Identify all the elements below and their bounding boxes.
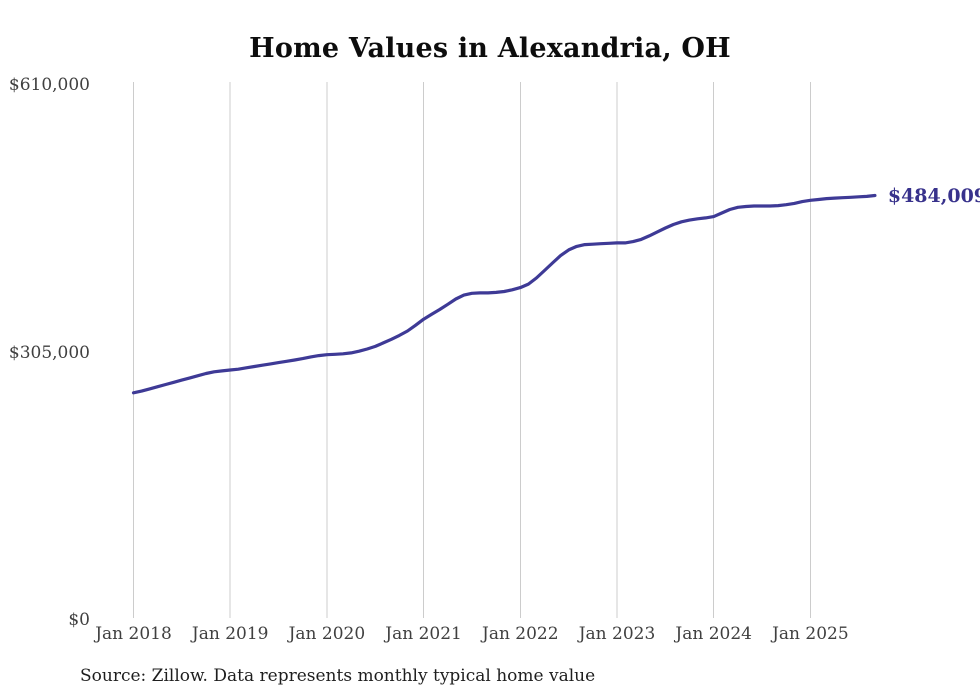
x-tick-label: Jan 2018: [95, 624, 172, 644]
y-tick-label: $610,000: [8, 75, 90, 95]
chart-title: Home Values in Alexandria, OH: [249, 33, 731, 64]
x-tick-label: Jan 2022: [482, 624, 559, 644]
source-note: Source: Zillow. Data represents monthly …: [80, 666, 596, 686]
y-tick-label: $0: [68, 610, 90, 630]
gridlines-group: [133, 82, 811, 618]
x-tick-label: Jan 2023: [578, 624, 656, 644]
latest-value-label: $484,009: [887, 184, 980, 207]
x-tick-label: Jan 2019: [191, 624, 269, 644]
x-tick-label: Jan 2024: [675, 624, 752, 644]
home-value-line-series: [131, 193, 877, 395]
y-tick-label: $305,000: [8, 342, 90, 363]
x-tick-label: Jan 2020: [288, 624, 366, 644]
x-tick-label: Jan 2025: [772, 624, 849, 644]
x-tick-label: Jan 2021: [385, 624, 462, 644]
